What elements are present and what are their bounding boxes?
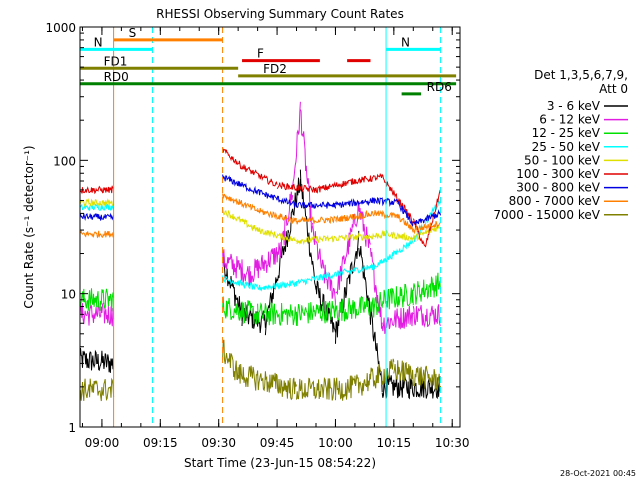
legend-label-3: 25 - 50 keV — [532, 140, 601, 154]
series-line-3 — [80, 197, 441, 292]
x-tick-label-4: 10:00 — [318, 436, 353, 450]
y-tick-label-3: 1000 — [45, 21, 76, 35]
series-line-1 — [80, 101, 441, 334]
legend-label-0: 3 - 6 keV — [547, 99, 601, 113]
x-axis-label: Start Time (23-Jun-15 08:54:22) — [184, 456, 376, 470]
series-line-4 — [80, 198, 441, 246]
flag-label-7: RD0 — [104, 70, 129, 84]
axes: 09:00 09:15 09:30 09:45 10:00 10:15 10:30 1 10 10… — [45, 21, 469, 450]
x-tick-label-0: 09:00 — [85, 436, 120, 450]
flag-label-8: RD6 — [427, 80, 452, 94]
y-tick-label-1: 10 — [61, 288, 76, 302]
legend-label-2: 12 - 25 keV — [532, 126, 601, 140]
x-tick-label-6: 10:30 — [435, 436, 470, 450]
x-tick-label-1: 09:15 — [143, 436, 178, 450]
chart-title: RHESSI Observing Summary Count Rates — [156, 7, 404, 21]
legend-header-line2: Att 0 — [599, 82, 628, 96]
flag-label-1: N — [94, 35, 103, 49]
x-tick-label-5: 10:15 — [377, 436, 412, 450]
flag-label-5: FD1 — [104, 54, 128, 68]
legend-label-8: 7000 - 15000 keV — [493, 208, 600, 222]
series-line-8 — [80, 339, 441, 402]
y-tick-label-2: 100 — [53, 154, 76, 168]
series-line-2 — [80, 272, 441, 327]
legend-label-4: 50 - 100 keV — [524, 153, 601, 167]
x-tick-label-3: 09:45 — [260, 436, 295, 450]
legend-label-1: 6 - 12 keV — [539, 113, 601, 127]
legend-label-6: 300 - 800 keV — [516, 181, 600, 195]
legend-header-line1: Det 1,3,5,6,7,9, — [534, 68, 628, 82]
plot-frame — [79, 26, 461, 428]
x-tick-label-2: 09:30 — [201, 436, 236, 450]
legend-label-5: 100 - 300 keV — [516, 167, 600, 181]
flag-label-2: N — [401, 35, 410, 49]
flag-label-0: S — [129, 26, 137, 40]
flag-label-6: FD2 — [263, 62, 287, 76]
y-tick-label-0: 1 — [68, 421, 76, 435]
legend-label-7: 800 - 7000 keV — [509, 194, 601, 208]
flag-label-3: F — [257, 47, 264, 61]
plot-area — [80, 27, 457, 427]
y-axis-label: Count Rate (s⁻¹ detector⁻¹) — [22, 145, 36, 308]
timestamp: 28-Oct-2021 00:45 — [560, 469, 636, 478]
